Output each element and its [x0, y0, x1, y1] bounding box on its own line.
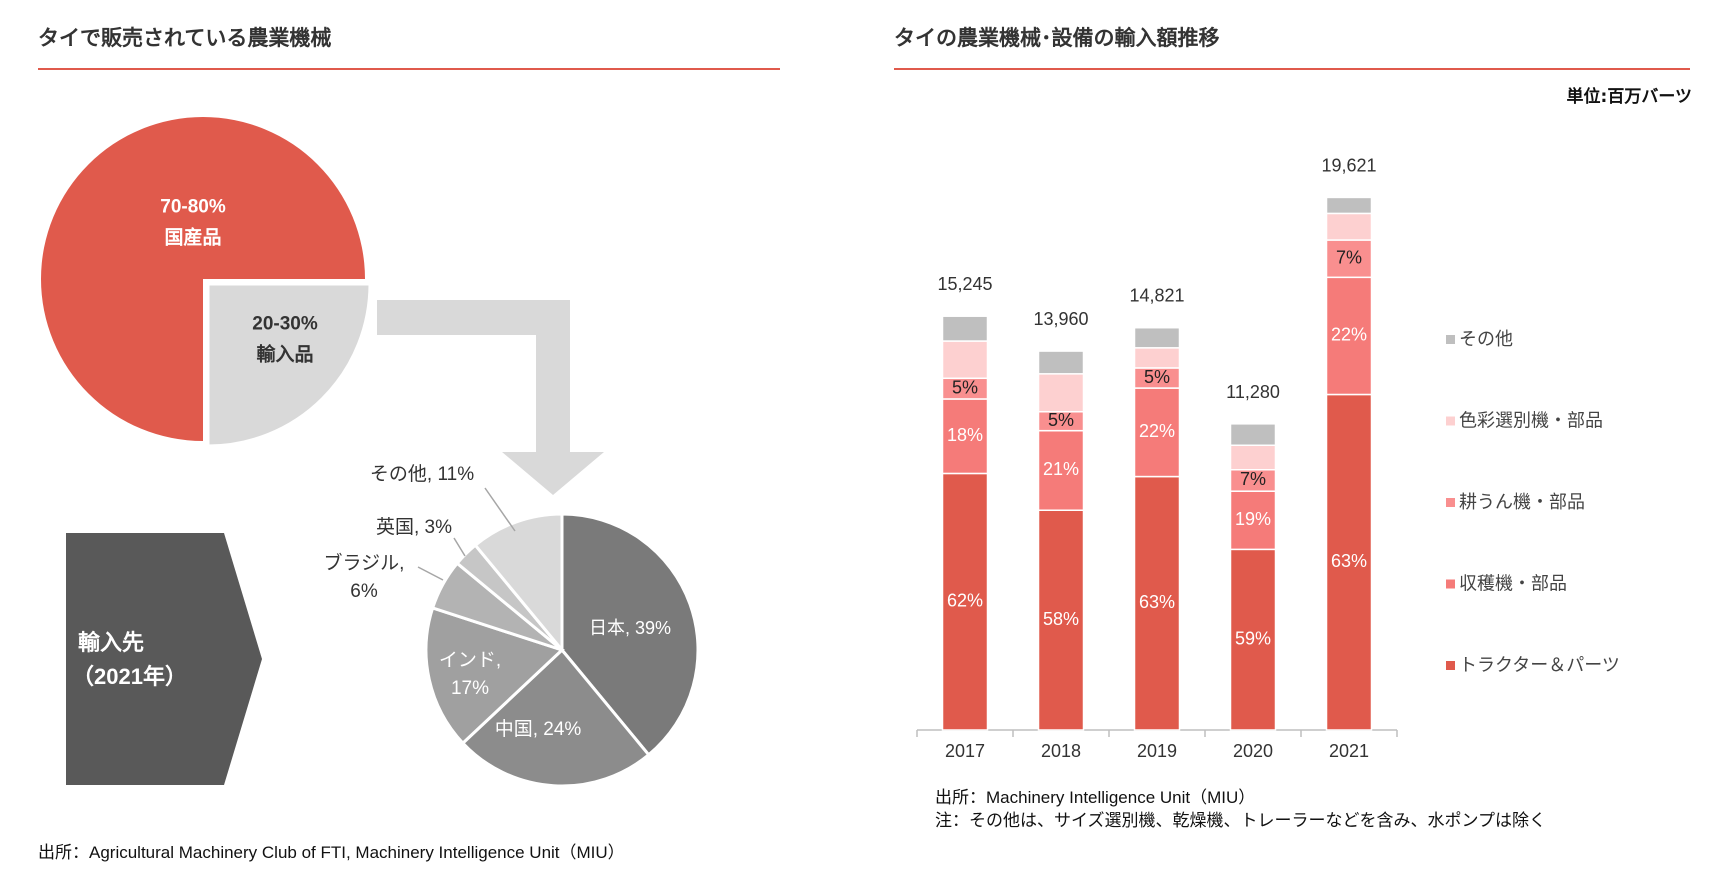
pie-slice-domestic [41, 117, 365, 441]
bar-segment [941, 340, 989, 380]
bar-data-label: 63% [1139, 592, 1175, 612]
bar-data-label: 22% [1139, 421, 1175, 441]
pie-label-4: ブラジル, 6% [324, 551, 405, 602]
bar-segment [1325, 239, 1373, 279]
bar-data-label: 63% [1331, 551, 1367, 571]
pie-label-6: その他, 11% [370, 463, 474, 485]
legend-label: トラクター＆パーツ [1459, 655, 1620, 675]
right-title-rule [894, 68, 1690, 70]
legend-label: 耕うん機・部品 [1459, 492, 1585, 512]
bar-segment [1325, 196, 1373, 215]
bar-segment [1229, 423, 1277, 447]
bar-segment [1229, 490, 1277, 551]
bar-segment [1037, 429, 1085, 511]
right-title: タイの農業機械･設備の輸入額推移 [894, 26, 1220, 50]
x-tick-label: 2020 [1233, 741, 1273, 761]
bar-segment [941, 315, 989, 342]
legend-label: 色彩選別機・部品 [1459, 410, 1603, 430]
bar-segment [1229, 548, 1277, 731]
left-source: 出所：Agricultural Machinery Club of FTI, M… [38, 843, 625, 862]
right-source: 出所：Machinery Intelligence Unit（MIU） [935, 788, 1256, 807]
bar-data-label: 5% [1048, 410, 1074, 430]
legend-label: 収穫機・部品 [1459, 573, 1567, 593]
bar-total-label: 14,821 [1129, 286, 1184, 306]
bar-segment [941, 398, 989, 475]
pie-leader-5 [453, 537, 466, 557]
legend-label: その他 [1459, 329, 1513, 349]
legend-swatch [1446, 498, 1455, 507]
bar-segment [1229, 444, 1277, 471]
import-source-box-label: 輸入先（2021年） [72, 630, 187, 689]
x-tick-label: 2021 [1329, 741, 1369, 761]
big-arrow [377, 300, 604, 495]
pie-slice-1 [560, 512, 700, 757]
bar-total-label: 19,621 [1321, 155, 1376, 175]
bar-data-label: 62% [947, 590, 983, 610]
bar-data-label: 18% [947, 425, 983, 445]
bar-segment [1133, 475, 1181, 731]
unit-label: 単位:百万バーツ [1566, 87, 1692, 107]
right-note: 注：その他は、サイズ選別機、乾燥機、トレーラーなどを含み、水ポンプは除く [935, 811, 1546, 830]
left-title: タイで販売されている農業機械 [38, 26, 332, 50]
bar-data-label: 22% [1331, 325, 1367, 345]
bar-total-label: 11,280 [1226, 382, 1280, 402]
pie-slice-6 [473, 512, 564, 655]
legend-swatch [1446, 416, 1455, 426]
bar-segment [1133, 347, 1181, 369]
pie-label-5: 英国, 3% [376, 516, 452, 538]
left-title-rule [38, 68, 780, 70]
pie-slice-import [206, 282, 372, 448]
pie-label-import: 20-30%輸入品 [252, 314, 318, 366]
bar-segment [941, 472, 989, 731]
bar-data-label: 5% [1144, 367, 1170, 387]
pie-label-domestic: 70-80%国産品 [160, 197, 226, 249]
bar-segment [1037, 350, 1085, 375]
bar-data-label: 5% [952, 377, 978, 397]
bar-segment [1037, 373, 1085, 413]
x-tick-label: 2018 [1041, 741, 1081, 761]
pie-label-1: 日本, 39% [589, 618, 671, 638]
pie-slice-2 [460, 647, 651, 788]
bar-segment [1325, 212, 1373, 241]
bar-segment [1325, 276, 1373, 396]
bar-data-label: 7% [1240, 469, 1266, 489]
bar-segment [1133, 326, 1181, 349]
x-tick-label: 2019 [1137, 741, 1177, 761]
bar-data-label: 21% [1043, 459, 1079, 479]
pie-label-3: インド, 17% [439, 650, 501, 699]
bar-data-label: 7% [1336, 247, 1362, 267]
bar-data-label: 19% [1235, 509, 1271, 529]
pie-leader-6 [484, 487, 516, 532]
legend-swatch [1446, 579, 1455, 589]
pie-leader-4 [417, 566, 444, 581]
bar-data-label: 58% [1043, 609, 1079, 629]
legend-swatch [1446, 661, 1455, 670]
legend-swatch [1446, 335, 1455, 344]
x-tick-label: 2017 [945, 741, 985, 761]
bar-total-label: 15,245 [937, 274, 992, 294]
arrow-box [66, 533, 262, 785]
pie-label-2: 中国, 24% [495, 718, 582, 740]
pie-slice-3 [424, 606, 565, 746]
bar-total-label: 13,960 [1033, 309, 1088, 329]
bar-data-label: 59% [1235, 628, 1271, 648]
